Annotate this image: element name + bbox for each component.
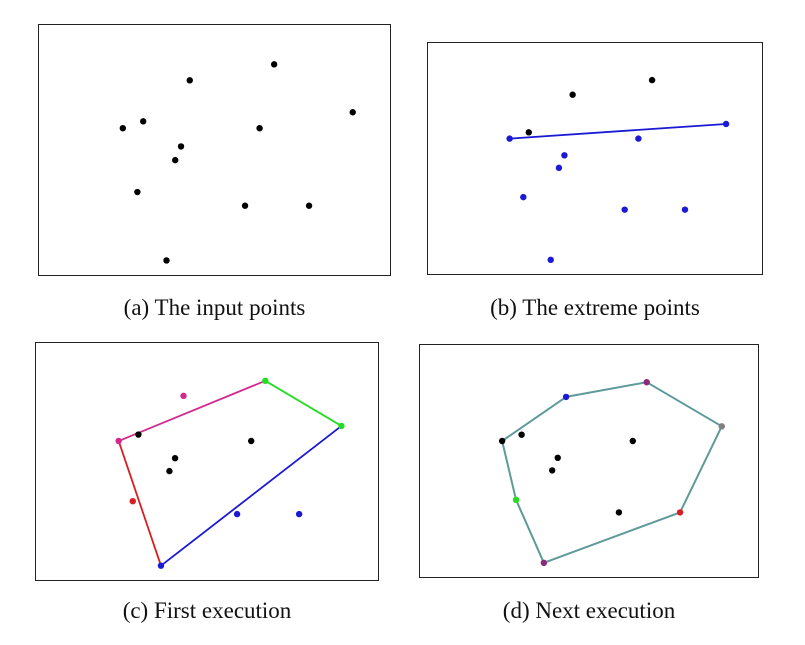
point-p1 <box>186 77 193 84</box>
figure-d-canvas <box>498 379 725 566</box>
point-p9 <box>520 193 527 201</box>
point-p5 <box>177 143 185 150</box>
point-p2 <box>270 61 278 68</box>
panel-first-execution <box>35 342 379 581</box>
panel-extreme-points <box>427 42 763 275</box>
segment-p2-p8 <box>264 380 342 427</box>
point-p8 <box>722 120 730 128</box>
segment-p2-p8 <box>646 381 723 428</box>
point-p1 <box>569 91 576 98</box>
point-p3 <box>498 437 506 445</box>
segment-p8-p11 <box>679 425 723 513</box>
point-p5 <box>554 454 561 461</box>
panel-input-points <box>38 24 391 276</box>
segment-p3-p8 <box>509 123 727 140</box>
panel-next-execution <box>419 344 759 578</box>
segment-p9-p3 <box>501 440 518 501</box>
segment-p12-p9 <box>515 499 545 564</box>
point-p4 <box>518 431 525 438</box>
point-p11 <box>295 510 303 518</box>
point-p9 <box>134 188 141 196</box>
point-p6 <box>548 467 556 474</box>
point-p3 <box>506 135 513 142</box>
point-p4 <box>525 129 532 136</box>
point-p12 <box>540 559 548 566</box>
point-p3 <box>119 125 127 132</box>
point-p10 <box>241 202 249 209</box>
segment-p12-p3 <box>117 440 162 566</box>
point-p8 <box>349 109 356 116</box>
point-p5 <box>561 152 568 159</box>
point-p12 <box>163 257 170 264</box>
point-p8 <box>338 422 345 430</box>
figure-a-canvas <box>119 61 356 264</box>
caption-b: (b) The extreme points <box>490 295 700 320</box>
point-p7 <box>248 437 255 445</box>
point-p9 <box>129 498 136 505</box>
caption-d: (d) Next execution <box>502 598 676 623</box>
point-p4 <box>135 431 142 438</box>
point-p12 <box>547 256 554 264</box>
segment-p3-p1 <box>501 396 567 442</box>
point-p4 <box>140 118 147 125</box>
segment-p1-p2 <box>565 381 647 398</box>
point-p3 <box>115 437 122 445</box>
point-p6 <box>555 164 563 172</box>
point-p5 <box>171 455 179 462</box>
caption-c: (c) First execution <box>122 598 292 623</box>
point-p12 <box>157 562 165 569</box>
point-p9 <box>512 496 520 503</box>
point-p2 <box>643 379 650 386</box>
point-p7 <box>635 135 642 142</box>
point-p2 <box>262 377 269 384</box>
point-p10 <box>621 206 628 213</box>
point-p1 <box>562 393 570 401</box>
point-p10 <box>615 509 623 516</box>
point-p7 <box>256 125 263 132</box>
point-p10 <box>233 510 241 518</box>
figure-c-canvas <box>115 377 345 569</box>
point-p6 <box>172 156 179 164</box>
point-p8 <box>718 423 725 430</box>
caption-a: (a) The input points <box>123 295 306 320</box>
segment-p11-p12 <box>543 511 681 564</box>
segment-p3-p2 <box>118 379 266 442</box>
point-p11 <box>681 206 689 213</box>
point-p11 <box>676 509 684 516</box>
point-p11 <box>305 202 313 209</box>
segment-p8-p12 <box>160 425 342 567</box>
point-p2 <box>648 76 656 84</box>
point-p7 <box>629 437 636 445</box>
point-p1 <box>180 392 187 400</box>
point-p6 <box>166 467 173 475</box>
figure-b-canvas <box>506 76 730 264</box>
